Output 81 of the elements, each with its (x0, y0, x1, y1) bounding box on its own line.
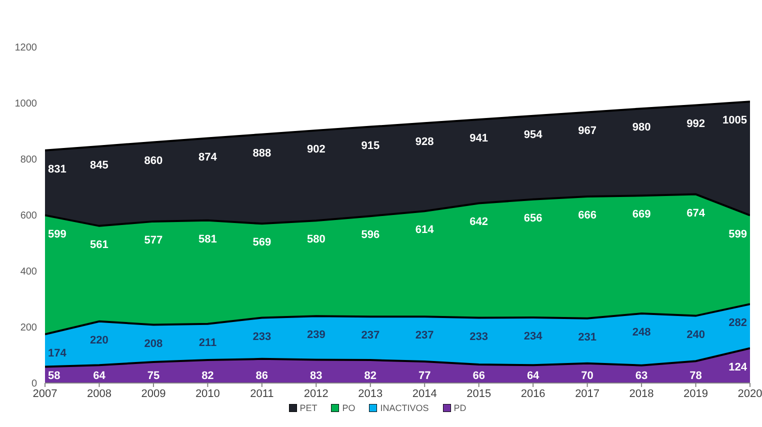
legend-label: INACTIVOS (380, 403, 429, 413)
legend-label: PET (300, 403, 318, 413)
data-label: 569 (252, 236, 272, 249)
x-tick-label: 2017 (575, 388, 600, 400)
data-label: 234 (524, 330, 544, 342)
x-tick-label: 2011 (250, 388, 274, 400)
y-tick-label: 0 (31, 378, 38, 390)
data-label: 240 (686, 328, 705, 341)
data-label: 231 (578, 331, 596, 344)
data-label: 561 (90, 238, 108, 251)
x-tick-label: 2015 (466, 388, 492, 400)
data-label: 78 (690, 370, 702, 382)
data-label: 211 (198, 336, 217, 349)
data-label: 237 (415, 330, 434, 342)
x-tick-label: 2018 (629, 388, 654, 400)
data-label: 915 (361, 140, 380, 152)
data-label: 86 (256, 370, 268, 382)
y-tick-label: 600 (20, 210, 38, 222)
data-label: 581 (198, 233, 217, 246)
legend-label: PD (454, 403, 466, 413)
data-label: 66 (472, 370, 485, 382)
data-label: 599 (728, 228, 747, 240)
x-tick-label: 2014 (412, 388, 437, 400)
data-label: 980 (632, 122, 651, 134)
x-tick-label: 2013 (358, 388, 383, 400)
data-label: 82 (364, 370, 377, 382)
data-label: 233 (252, 330, 272, 343)
data-label: 63 (635, 370, 648, 382)
data-label: 282 (728, 317, 747, 330)
data-label: 82 (202, 370, 214, 382)
data-label: 64 (93, 370, 106, 382)
x-tick-label: 2019 (684, 388, 708, 400)
data-label: 208 (144, 338, 163, 350)
data-label: 954 (524, 128, 544, 141)
data-label: 596 (361, 229, 380, 242)
data-label: 992 (686, 118, 705, 130)
data-label: 928 (415, 136, 434, 148)
data-label: 642 (470, 216, 488, 228)
data-label: 656 (524, 212, 542, 224)
data-label: 237 (361, 330, 380, 342)
data-label: 248 (632, 326, 651, 339)
data-label: 831 (48, 163, 66, 176)
x-tick-label: 2012 (304, 388, 328, 400)
legend-label: PO (342, 403, 356, 413)
data-label: 599 (48, 228, 66, 240)
data-label: 902 (306, 143, 326, 156)
data-label: 967 (578, 125, 596, 138)
y-tick-label: 200 (20, 322, 38, 334)
data-label: 860 (144, 155, 163, 168)
data-label: 64 (526, 370, 540, 382)
x-tick-label: 2008 (86, 388, 112, 400)
data-label: 239 (306, 329, 326, 342)
data-label: 174 (48, 347, 68, 360)
y-tick-label: 800 (20, 154, 38, 166)
y-tick-label: 400 (20, 266, 38, 278)
data-label: 58 (48, 370, 60, 382)
data-label: 666 (578, 210, 596, 222)
data-label: 888 (252, 147, 272, 160)
data-label: 220 (90, 334, 108, 346)
data-label: 83 (310, 370, 322, 382)
data-label: 233 (470, 330, 488, 343)
data-label: 77 (418, 370, 431, 382)
data-label: 577 (144, 234, 163, 246)
y-tick-label: 1200 (14, 42, 38, 54)
data-label: 580 (306, 234, 326, 246)
data-label: 75 (147, 370, 160, 382)
data-label: 874 (198, 151, 218, 164)
x-tick-label: 2010 (195, 388, 220, 400)
x-tick-label: 2009 (141, 388, 166, 400)
data-label: 614 (415, 224, 435, 236)
x-tick-label: 2007 (32, 388, 58, 400)
x-tick-label: 2016 (520, 388, 546, 400)
data-label: 941 (470, 132, 488, 145)
data-label: 70 (581, 370, 594, 382)
data-label: 845 (90, 159, 108, 172)
data-label: 674 (686, 207, 706, 220)
data-label: 124 (728, 361, 748, 374)
data-label: 1005 (722, 114, 747, 127)
y-tick-label: 1000 (14, 98, 38, 110)
data-label: 669 (632, 208, 651, 221)
x-tick-label: 2020 (738, 388, 762, 400)
